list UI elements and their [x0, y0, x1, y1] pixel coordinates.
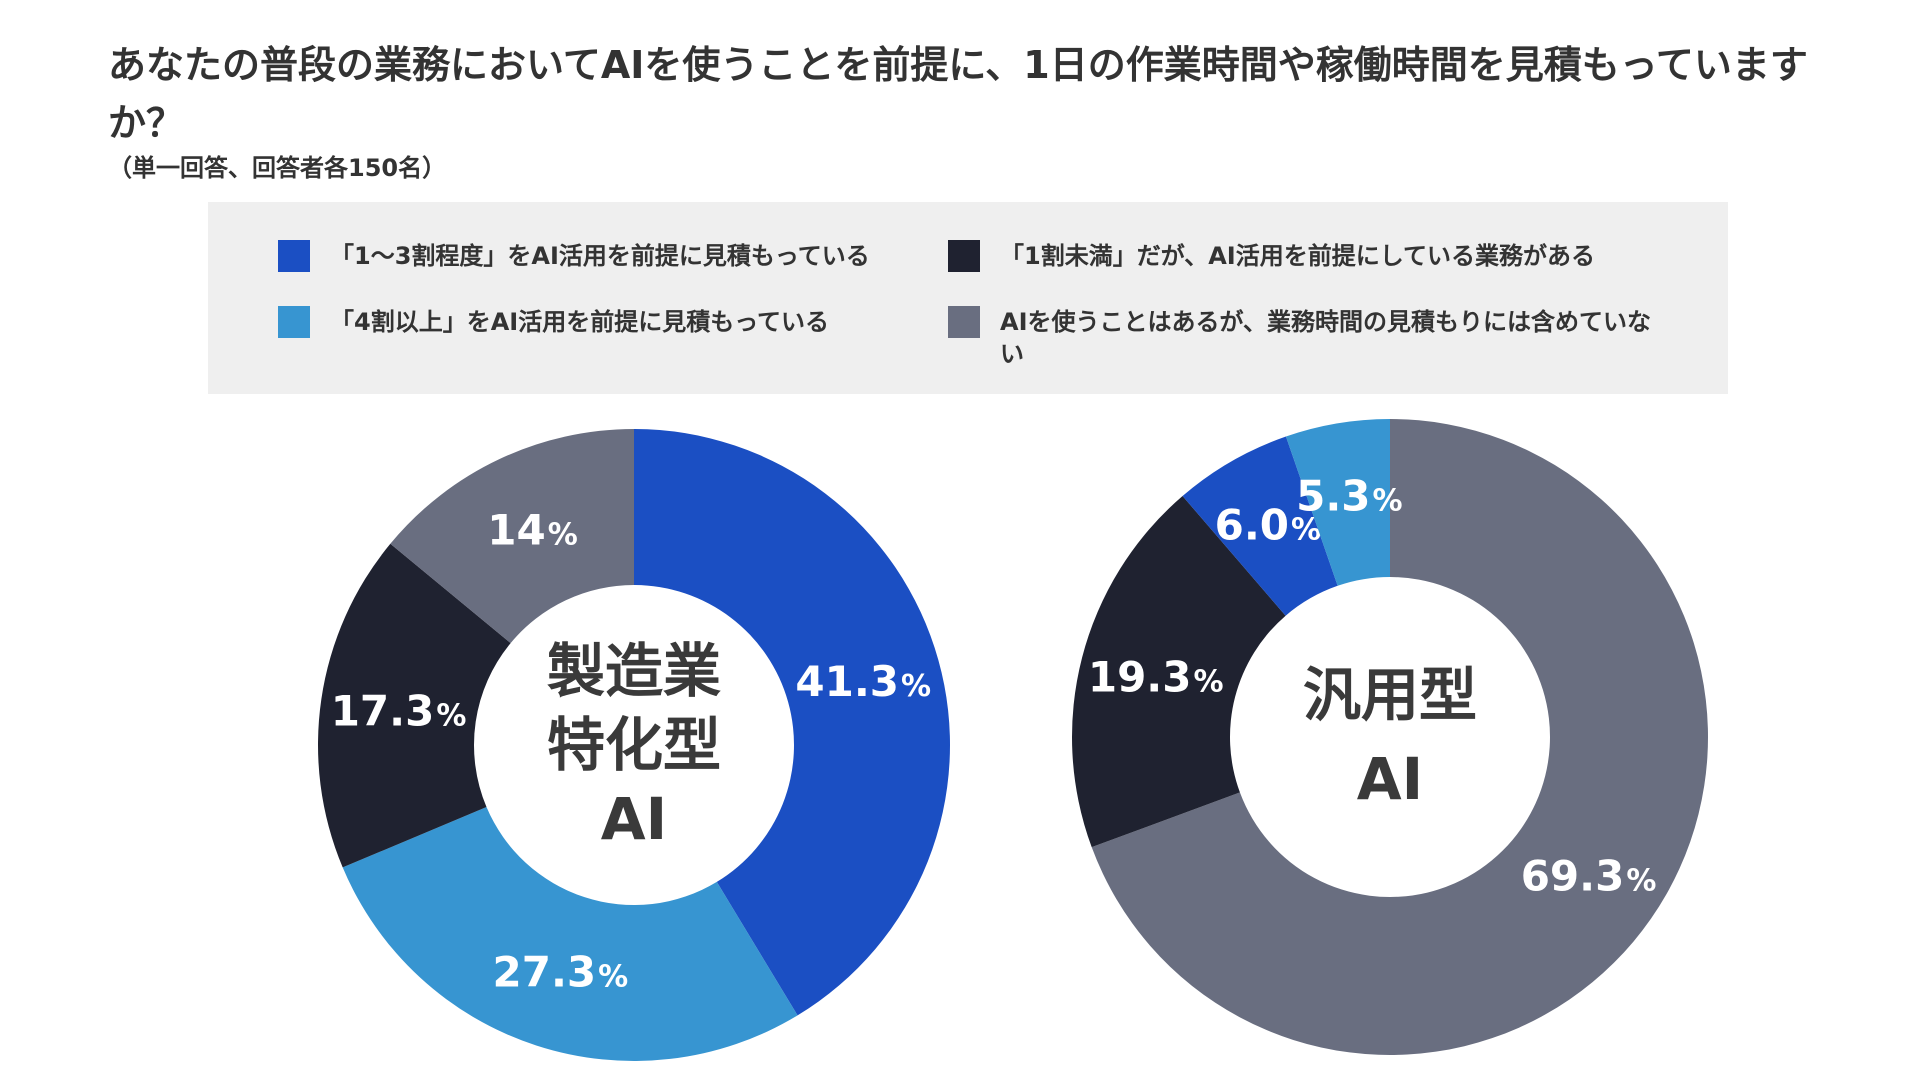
- donut-center-label: 汎用型: [1303, 661, 1477, 729]
- legend-item-under-1-wari: 「1割未満」だが、AI活用を前提にしている業務がある: [948, 240, 1668, 272]
- legend-swatch-black: [948, 240, 980, 272]
- slice-unit: %: [1194, 664, 1224, 699]
- legend-label: 「1〜3割程度」をAI活用を前提に見積もっている: [330, 242, 870, 270]
- legend-label: 「4割以上」をAI活用を前提に見積もっている: [330, 308, 830, 336]
- slice-unit: %: [901, 669, 931, 704]
- slice-value: 69.3: [1521, 851, 1625, 900]
- slice-value: 19.3: [1088, 652, 1192, 701]
- chart-title: あなたの普段の業務においてAIを使うことを前提に、1日の作業時間や稼働時間を見積…: [108, 43, 1808, 145]
- donut-slice: [390, 429, 634, 644]
- legend-swatch-blue: [278, 240, 310, 272]
- legend-item-over-4-wari: 「4割以上」をAI活用を前提に見積もっている: [278, 306, 918, 338]
- slice-unit: %: [1626, 863, 1656, 898]
- donut-slice: [1182, 436, 1338, 616]
- slice-value-label: 5.3%: [1296, 471, 1402, 520]
- legend-item-1-3-wari: 「1〜3割程度」をAI活用を前提に見積もっている: [278, 240, 918, 272]
- slice-value: 27.3: [493, 947, 597, 996]
- slice-unit: %: [598, 959, 628, 994]
- slice-unit: %: [548, 518, 578, 553]
- legend: 「1〜3割程度」をAI活用を前提に見積もっている 「1割未満」だが、AI活用を前…: [208, 202, 1728, 394]
- slice-value-label: 41.3%: [795, 657, 931, 706]
- legend-label: 「1割未満」だが、AI活用を前提にしている業務がある: [1000, 242, 1596, 270]
- legend-label: AIを使うことはあるが、業務時間の見積もりには含めていない: [1000, 308, 1652, 368]
- donut-center-label: 特化型: [547, 711, 721, 779]
- slice-value: 41.3: [795, 657, 899, 706]
- slice-value-label: 27.3%: [493, 947, 629, 996]
- slice-value-label: 69.3%: [1521, 851, 1657, 900]
- legend-swatch-gray: [948, 306, 980, 338]
- donut-slice: [1071, 495, 1286, 848]
- slice-unit: %: [436, 698, 466, 733]
- donut-slice: [1285, 419, 1390, 586]
- donut-center-label: AI: [601, 785, 667, 853]
- donut-slice: [342, 806, 798, 1061]
- slice-value: 14: [487, 506, 545, 555]
- slice-value: 6.0: [1215, 501, 1289, 550]
- slice-value-label: 17.3%: [331, 686, 467, 735]
- slice-value-label: 6.0%: [1215, 501, 1321, 550]
- donut-slice: [317, 543, 511, 868]
- donut-slice: [1091, 419, 1708, 1055]
- donut-center-label: AI: [1357, 745, 1423, 813]
- slice-unit: %: [1373, 483, 1403, 518]
- donut-center-label: 製造業: [547, 637, 721, 705]
- slice-value-label: 19.3%: [1088, 652, 1224, 701]
- slice-value-label: 14%: [487, 506, 578, 555]
- legend-swatch-light-blue: [278, 306, 310, 338]
- slice-value: 5.3: [1296, 471, 1370, 520]
- donut-slice: [634, 429, 950, 1016]
- slice-value: 17.3: [331, 686, 435, 735]
- chart-subtitle: （単一回答、回答者各150名）: [108, 154, 447, 182]
- legend-item-not-included: AIを使うことはあるが、業務時間の見積もりには含めていない: [948, 306, 1668, 370]
